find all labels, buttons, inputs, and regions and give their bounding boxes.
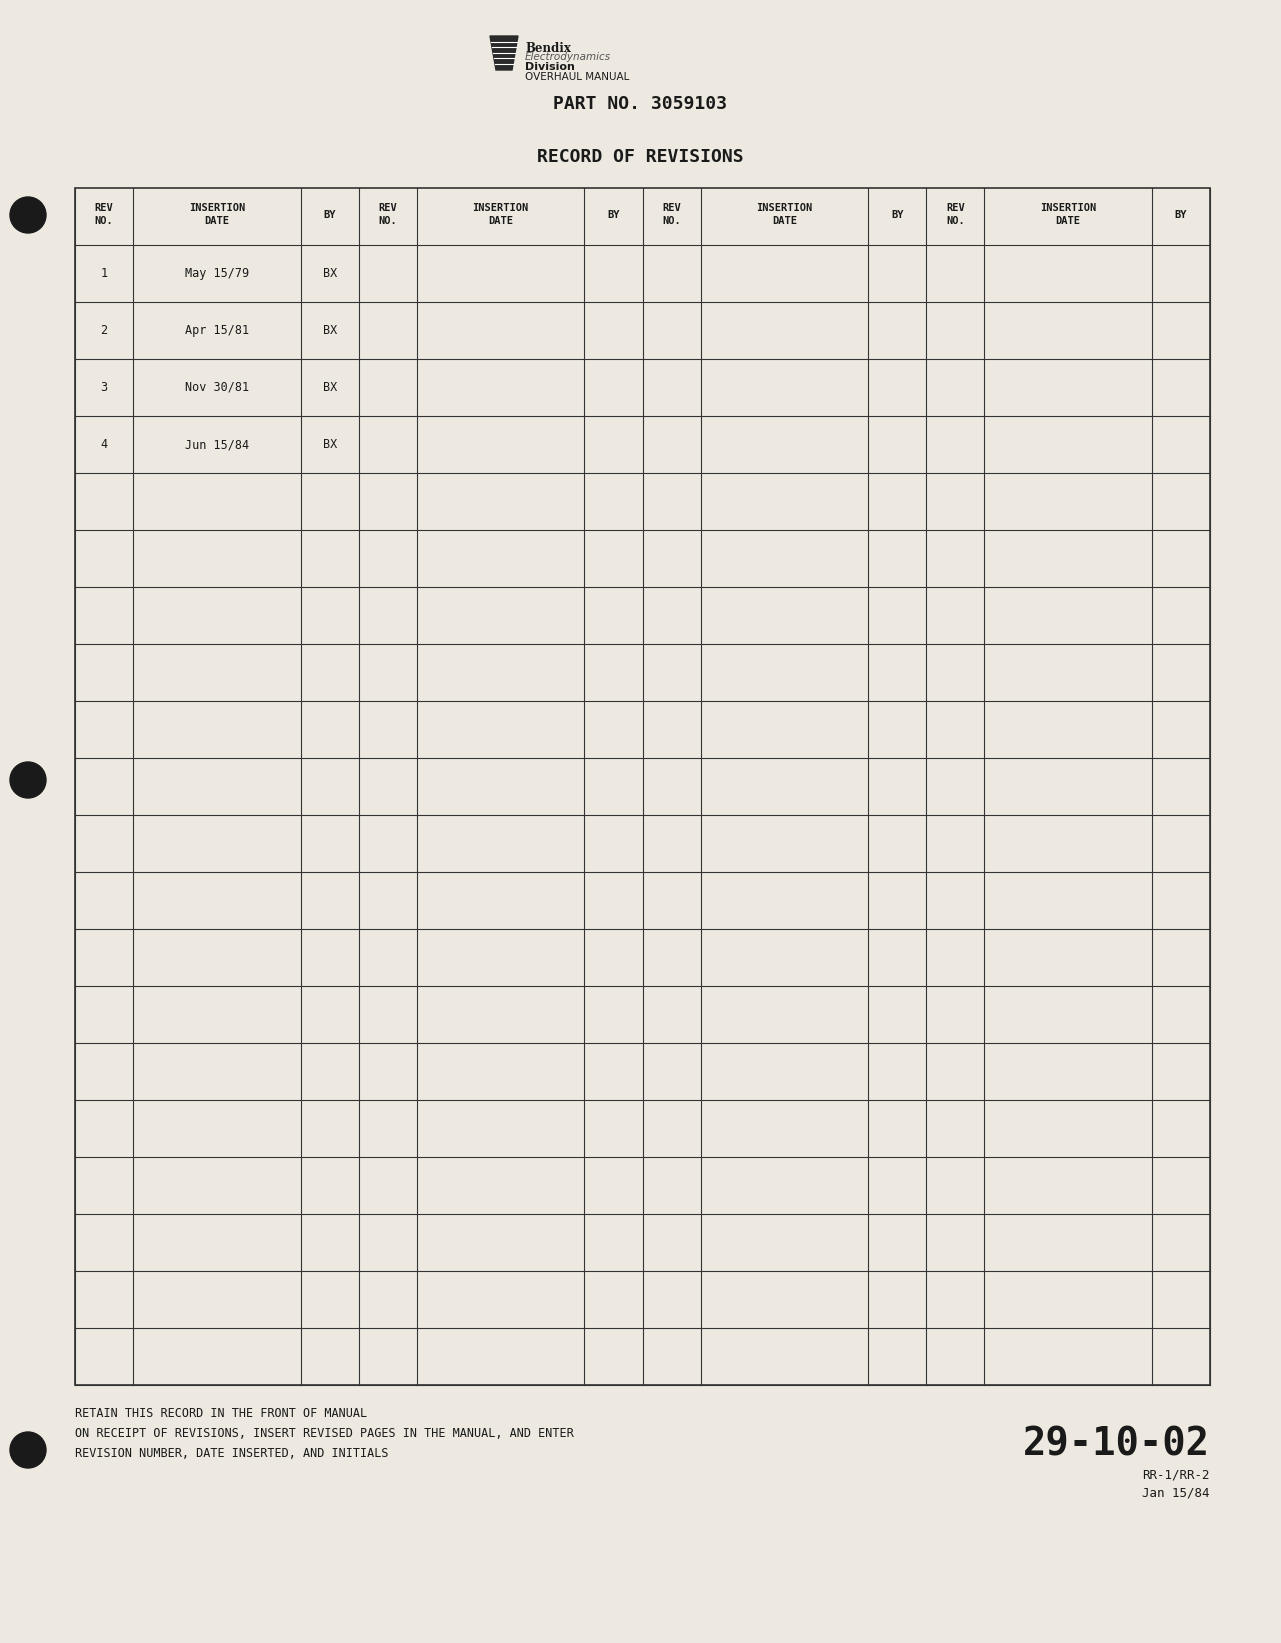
Text: INSERTION
DATE: INSERTION DATE	[188, 204, 245, 225]
Text: INSERTION
DATE: INSERTION DATE	[473, 204, 529, 225]
Text: BY: BY	[1175, 210, 1187, 220]
Circle shape	[10, 1433, 46, 1467]
Text: RR-1/RR-2: RR-1/RR-2	[1143, 1469, 1211, 1482]
Text: Bendix: Bendix	[525, 43, 571, 54]
Text: OVERHAUL MANUAL: OVERHAUL MANUAL	[525, 72, 629, 82]
Text: 3: 3	[100, 381, 108, 394]
Text: Division: Division	[525, 62, 575, 72]
Text: BY: BY	[324, 210, 336, 220]
Text: INSERTION
DATE: INSERTION DATE	[756, 204, 812, 225]
Text: Jan 15/84: Jan 15/84	[1143, 1487, 1211, 1500]
Text: REV
NO.: REV NO.	[662, 204, 681, 225]
Text: BX: BX	[323, 324, 337, 337]
Text: REV
NO.: REV NO.	[945, 204, 965, 225]
Text: 2: 2	[100, 324, 108, 337]
Text: PART NO. 3059103: PART NO. 3059103	[553, 95, 728, 113]
Text: ON RECEIPT OF REVISIONS, INSERT REVISED PAGES IN THE MANUAL, AND ENTER: ON RECEIPT OF REVISIONS, INSERT REVISED …	[76, 1428, 574, 1439]
Text: Electrodynamics: Electrodynamics	[525, 53, 611, 62]
Text: RECORD OF REVISIONS: RECORD OF REVISIONS	[537, 148, 743, 166]
Circle shape	[10, 762, 46, 798]
Text: BX: BX	[323, 381, 337, 394]
Text: BY: BY	[607, 210, 620, 220]
Polygon shape	[491, 36, 518, 71]
Text: Jun 15/84: Jun 15/84	[184, 439, 249, 450]
Bar	[76, 187, 1211, 1385]
Text: May 15/79: May 15/79	[184, 268, 249, 279]
Text: Apr 15/81: Apr 15/81	[184, 324, 249, 337]
Circle shape	[10, 197, 46, 233]
Text: RETAIN THIS RECORD IN THE FRONT OF MANUAL: RETAIN THIS RECORD IN THE FRONT OF MANUA…	[76, 1406, 368, 1420]
Text: INSERTION
DATE: INSERTION DATE	[1040, 204, 1097, 225]
Text: 1: 1	[100, 268, 108, 279]
Text: REV
NO.: REV NO.	[378, 204, 397, 225]
Text: BX: BX	[323, 439, 337, 450]
Text: Nov 30/81: Nov 30/81	[184, 381, 249, 394]
Text: BX: BX	[323, 268, 337, 279]
Text: 29-10-02: 29-10-02	[1024, 1424, 1211, 1462]
Text: BY: BY	[892, 210, 903, 220]
Text: REVISION NUMBER, DATE INSERTED, AND INITIALS: REVISION NUMBER, DATE INSERTED, AND INIT…	[76, 1447, 388, 1461]
Text: REV
NO.: REV NO.	[95, 204, 114, 225]
Text: 4: 4	[100, 439, 108, 450]
